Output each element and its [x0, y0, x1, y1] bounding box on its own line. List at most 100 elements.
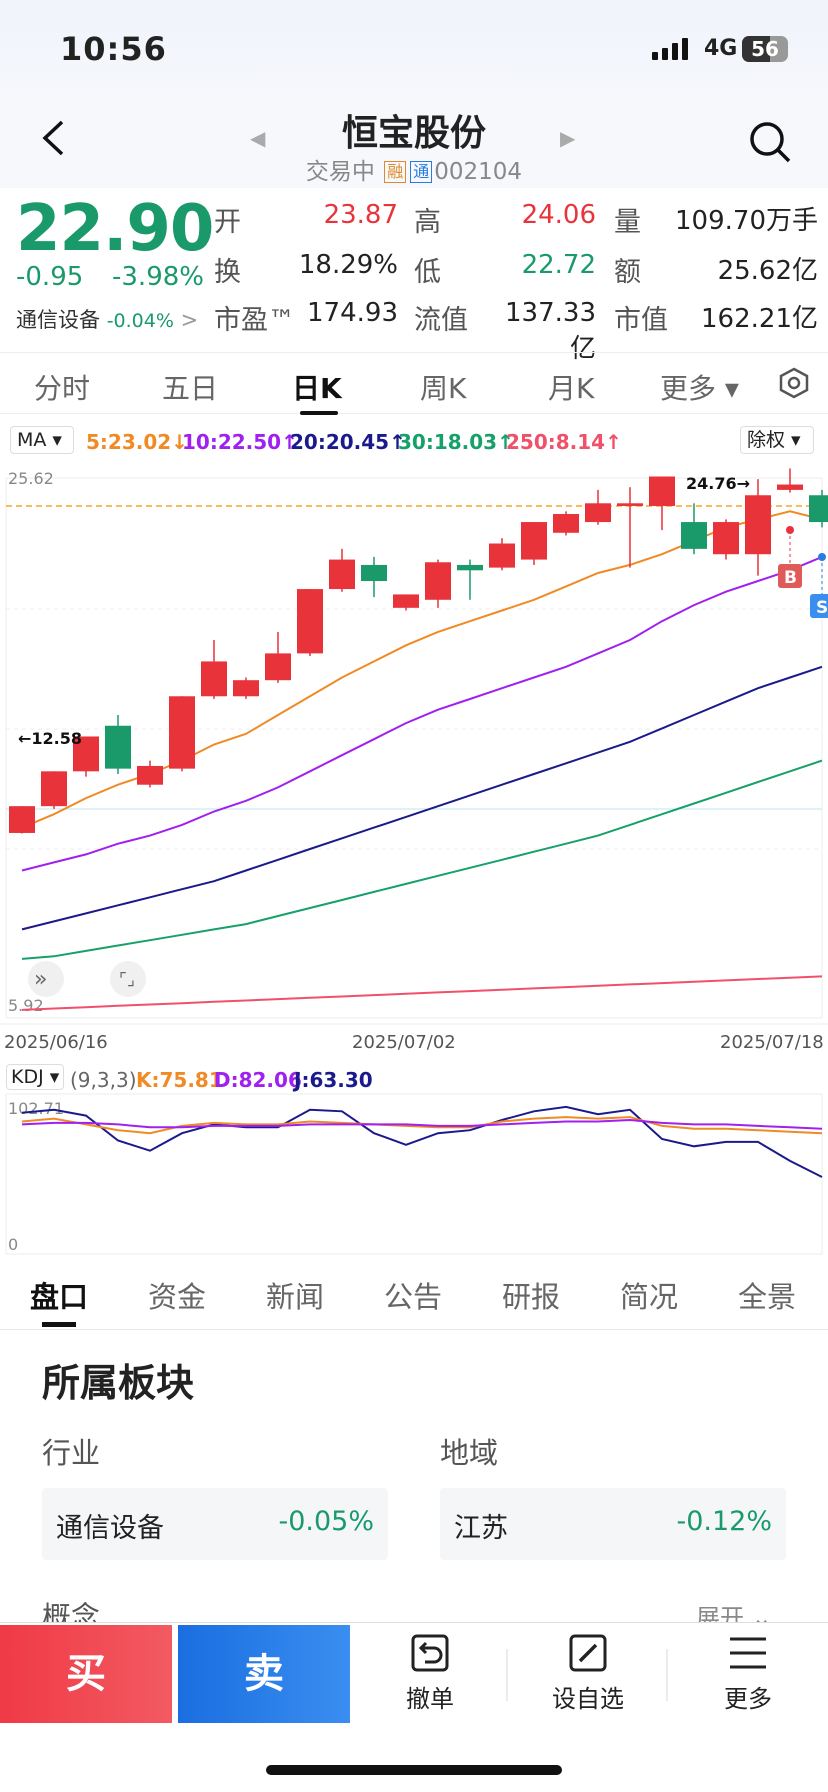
back-button[interactable] — [40, 118, 66, 165]
region-card[interactable]: 江苏 -0.12% — [440, 1488, 786, 1560]
high-label: 高 — [414, 207, 441, 238]
candle-body — [521, 522, 547, 560]
low-label: 低 — [414, 257, 441, 288]
ma10-value: 10:22.50↑ — [182, 430, 298, 454]
float-cap-label: 流值 — [414, 305, 468, 336]
industry-name: 通信设备 — [16, 308, 100, 332]
connect-tag: 通 — [410, 161, 433, 183]
candle-body — [137, 765, 163, 785]
tab-handicap[interactable]: 盘口 — [30, 1280, 89, 1314]
divider — [506, 1649, 508, 1701]
ma-selector[interactable]: MA ▾ — [10, 426, 74, 454]
kdj-d-value: D:82.06 — [214, 1068, 302, 1092]
candle-body — [265, 653, 291, 681]
kdj-jv-line — [21, 1105, 823, 1178]
volume-value: 109.70万手 — [675, 206, 818, 236]
y-top-label: 25.62 — [8, 469, 54, 488]
quote-panel: 22.90 -0.95 -3.98% 通信设备 -0.04% > 开 23.87… — [0, 188, 828, 364]
ma250-value: 250:8.14↑ — [506, 430, 622, 454]
tab-intraday[interactable]: 分时 — [34, 372, 91, 405]
high-value: 24.06 — [521, 200, 596, 230]
x-label-end: 2025/07/18 — [720, 1032, 824, 1053]
candle-body — [777, 484, 803, 490]
tab-news[interactable]: 新闻 — [266, 1280, 325, 1314]
candle-body — [745, 495, 771, 555]
candle-body — [809, 495, 828, 523]
kdj-bar: KDJ ▾ (9,3,3) K:75.81 D:82.06 J:63.30 — [0, 1060, 828, 1094]
tab-weekly-k[interactable]: 周K — [420, 372, 467, 405]
detail-tabs: 盘口 资金 新闻 公告 研报 简况 全景 — [0, 1258, 828, 1330]
search-button[interactable] — [748, 120, 792, 168]
kdj-frame — [5, 1093, 823, 1255]
tab-five-day[interactable]: 五日 — [162, 372, 219, 405]
price-change-pct: -3.98% — [112, 262, 204, 292]
tab-monthly-k[interactable]: 月K — [548, 372, 595, 405]
add-watchlist-label: 设自选 — [552, 1685, 624, 1713]
tab-research[interactable]: 研报 — [502, 1280, 561, 1314]
undo-icon — [411, 1634, 449, 1672]
buy-button[interactable]: 买 — [0, 1625, 172, 1723]
menu-icon — [730, 1637, 766, 1669]
tab-underline — [300, 411, 338, 415]
indicator-selector[interactable]: KDJ ▾ — [6, 1064, 64, 1090]
cancel-order-button[interactable]: 撤单 — [370, 1633, 490, 1714]
candle-body — [553, 514, 579, 533]
ma250-line — [21, 975, 823, 1011]
high-marker: 24.76→ — [686, 474, 750, 493]
more-button[interactable]: 更多 — [688, 1633, 808, 1714]
tab-profile[interactable]: 简况 — [620, 1280, 679, 1314]
tab-funds[interactable]: 资金 — [148, 1280, 207, 1314]
candle-body — [681, 522, 707, 549]
candle-body — [457, 564, 483, 571]
region-card-name: 江苏 — [454, 1513, 508, 1544]
ma30-line — [21, 759, 823, 960]
low-marker: ←12.58 — [18, 729, 82, 748]
open-value: 23.87 — [323, 200, 398, 230]
battery-level: 56 — [751, 37, 779, 61]
status-bar: 10:56 4G 56 — [0, 0, 828, 100]
candlestick-chart[interactable]: 25.62 5.92 24.76→ ←12.58 BS » ⌜⌟ 2025/06/16 2025… — [0, 464, 828, 1060]
market-cap-label: 市值 — [614, 305, 668, 336]
prev-stock-button[interactable]: ◀ — [250, 126, 266, 150]
low-value: 22.72 — [521, 250, 596, 280]
fullscreen-button — [110, 961, 146, 997]
candle-body — [105, 725, 131, 769]
industry-card-change: -0.05% — [278, 1506, 374, 1537]
period-tabs: 分时 五日 日K 周K 月K 更多 ▾ — [0, 352, 828, 415]
open-label: 开 — [214, 207, 241, 238]
volume-label: 量 — [614, 207, 641, 238]
sell-button[interactable]: 卖 — [178, 1625, 350, 1723]
candle-body — [649, 476, 675, 506]
region-card-change: -0.12% — [676, 1506, 772, 1537]
pe-label: 市盈™ — [214, 305, 295, 336]
kdj-chart[interactable]: 102.71 0 — [0, 1090, 828, 1258]
float-cap-value: 137.33亿 — [505, 298, 596, 364]
add-watchlist-button[interactable]: 设自选 — [528, 1633, 648, 1714]
stock-code: 002104 — [434, 159, 523, 185]
fullscreen-icon: ⌜⌟ — [119, 970, 135, 990]
signal-icon — [652, 38, 688, 60]
tab-announcements[interactable]: 公告 — [384, 1280, 443, 1314]
turnover-value: 18.29% — [298, 250, 398, 280]
candle-body — [617, 503, 643, 506]
last-price: 22.90 — [16, 192, 214, 266]
kdj-dv-line — [21, 1118, 823, 1130]
industry-link[interactable]: 通信设备 -0.04% > — [16, 308, 199, 332]
candle-body — [41, 771, 67, 807]
candle-body — [201, 661, 227, 697]
tab-daily-k[interactable]: 日K — [292, 372, 342, 405]
candle-body — [169, 696, 195, 769]
stock-subtitle: 交易中 融通 002104 — [0, 152, 828, 186]
settings-hexagon-icon — [779, 367, 809, 399]
industry-card[interactable]: 通信设备 -0.05% — [42, 1488, 388, 1560]
chart-settings-button[interactable] — [778, 367, 810, 403]
tab-more[interactable]: 更多 ▾ — [660, 372, 739, 405]
candle-body — [233, 680, 259, 697]
amount-label: 额 — [614, 257, 641, 288]
network-type: 4G — [704, 36, 738, 61]
tab-panorama[interactable]: 全景 — [738, 1280, 797, 1314]
next-stock-button[interactable]: ▶ — [560, 126, 576, 150]
x-label-mid: 2025/07/02 — [352, 1032, 456, 1053]
x-label-start: 2025/06/16 — [4, 1032, 108, 1053]
adjust-selector[interactable]: 除权 ▾ — [740, 426, 814, 454]
